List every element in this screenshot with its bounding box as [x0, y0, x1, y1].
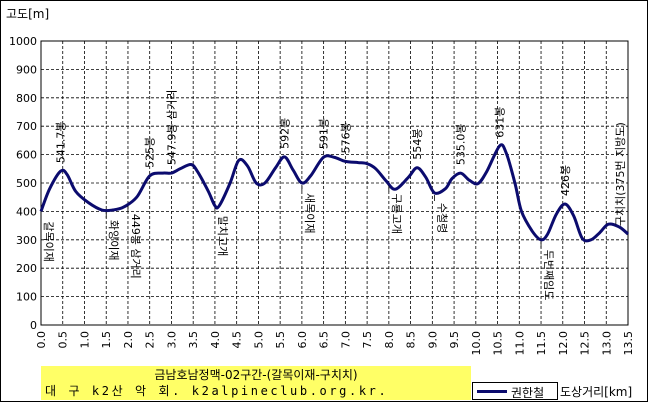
x-tick-label: 13.5 [622, 331, 635, 356]
x-tick-label: 3.0 [165, 331, 178, 349]
y-axis-label: 고도[m] [6, 7, 49, 21]
y-tick-label: 100 [16, 291, 37, 304]
x-tick-label: 0.0 [35, 331, 48, 349]
x-tick-label: 11.0 [513, 331, 526, 356]
y-tick-label: 500 [16, 177, 37, 190]
x-tick-labels: 0.0 0.5 1.0 1.5 2.0 2.5 3.0 3.5 4.0 4.5 5.0 5.5 6.0 6… [35, 331, 635, 356]
annotation-label: 631봉 [494, 107, 507, 138]
annotation-label: 수철령 [436, 203, 449, 233]
x-tick-label: 5.5 [274, 331, 287, 349]
annotation-label: 547.9봉 삼거리 [165, 90, 178, 165]
x-tick-label: 1.0 [78, 331, 91, 349]
annotation-label: 576봉 [339, 122, 352, 153]
y-tick-label: 0 [30, 319, 37, 332]
x-tick-label: 1.5 [100, 331, 113, 349]
legend-label: 권한철 [511, 386, 545, 400]
x-tick-label: 10.5 [492, 331, 505, 356]
annotation-label: 갈목이재 [42, 221, 56, 261]
y-tick-label: 600 [16, 149, 37, 162]
x-tick-label: 10.0 [470, 331, 483, 356]
caption-club: 대 구 k2산 악 회. k2alpineclub.org.kr. [45, 384, 389, 398]
x-tick-label: 7.0 [339, 331, 352, 349]
caption-title: 금남호남정맥-02구간-(갈목이재-구치치) [154, 368, 358, 382]
annotation-label: 새목이재 [303, 193, 316, 233]
y-tick-label: 1000 [9, 35, 37, 48]
series-line [39, 143, 630, 243]
x-tick-label: 2.5 [144, 331, 157, 349]
x-tick-label: 8.5 [405, 331, 418, 349]
legend-swatch [477, 390, 507, 393]
annotation-label: 535.0봉 [455, 123, 468, 165]
y-tick-labels: 0 100 200 300 400 500 600 700 800 900 1000 [9, 35, 37, 332]
x-tick-label: 2.0 [122, 331, 135, 349]
annotation-label: 554봉 [411, 129, 424, 160]
annotation-label: 화양이재 [107, 220, 120, 260]
x-tick-label: 6.5 [318, 331, 331, 349]
annotation-label: 구치치(375번 지방도) [614, 122, 627, 226]
legend: 권한철 [472, 382, 558, 400]
y-tick-label: 400 [16, 205, 37, 218]
annotation-label: 541.7봉 [55, 122, 68, 164]
x-tick-label: 9.5 [448, 331, 461, 349]
x-tick-label: 5.0 [252, 331, 265, 349]
x-tick-label: 8.0 [383, 331, 396, 349]
annotation-label: 구룡고개 [390, 193, 403, 233]
annotation-label: 591봉 [318, 118, 331, 149]
x-axis-label: 도상거리[km] [560, 385, 633, 399]
x-tick-label: 13.0 [600, 331, 613, 356]
x-tick-label: 3.5 [187, 331, 200, 349]
x-tick-label: 4.0 [209, 331, 222, 349]
x-tick-label: 12.0 [557, 331, 570, 356]
x-tick-label: 11.5 [535, 331, 548, 356]
caption-box: 금남호남정맥-02구간-(갈목이재-구치치) 대 구 k2산 악 회. k2al… [41, 366, 471, 400]
y-tick-label: 300 [16, 234, 37, 247]
annotation-label: 두번째임도 [542, 250, 555, 301]
x-tick-label: 6.0 [296, 331, 309, 349]
y-tick-label: 800 [16, 92, 37, 105]
annotation-label: 592봉 [278, 118, 291, 149]
x-tick-label: 9.0 [426, 331, 439, 349]
annotation-label: 525봉 [144, 137, 157, 168]
annotation-label: 449봉 삼거리 [129, 214, 142, 279]
x-tick-label: 7.5 [361, 331, 374, 349]
plot-area [40, 40, 629, 326]
y-tick-label: 200 [16, 262, 37, 275]
grid [40, 40, 629, 326]
y-tick-label: 700 [16, 120, 37, 133]
annotation-label: 426봉 [559, 165, 572, 196]
series-group [39, 143, 630, 243]
annotation-label: 말치고개 [216, 216, 229, 256]
x-tick-label: 0.5 [57, 331, 70, 349]
y-tick-label: 900 [16, 63, 37, 76]
x-tick-label: 12.5 [579, 331, 592, 356]
x-tick-label: 4.5 [231, 331, 244, 349]
